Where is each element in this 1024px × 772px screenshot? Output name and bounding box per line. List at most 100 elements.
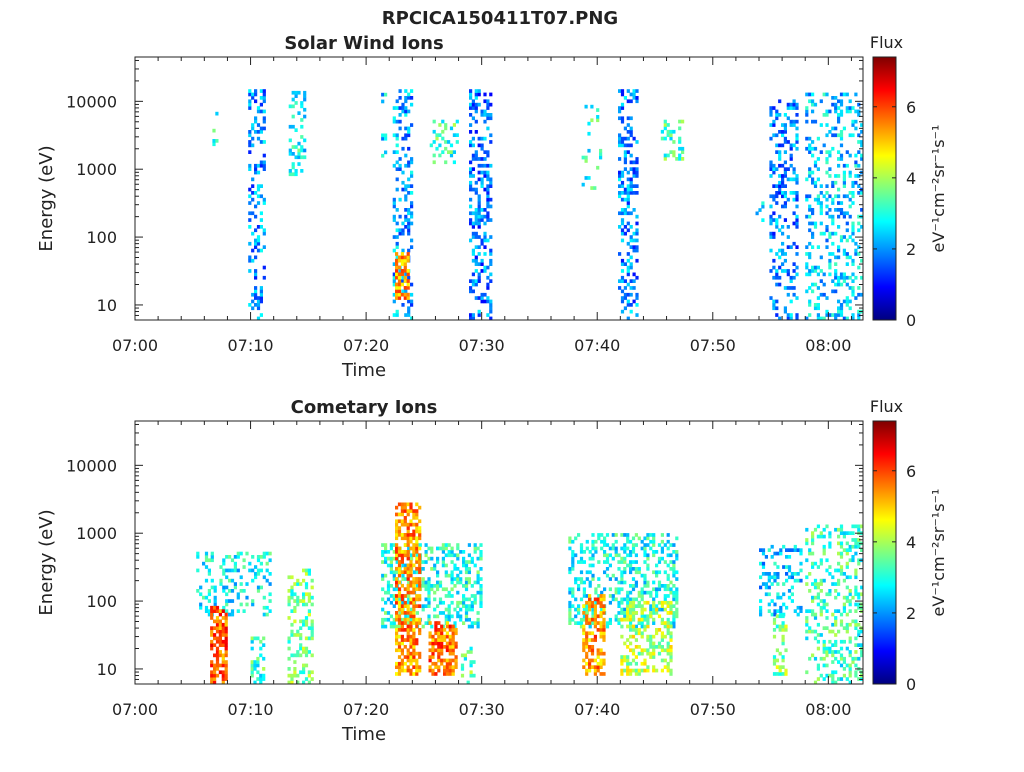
flux-cell: [401, 231, 405, 236]
flux-cell: [579, 577, 584, 581]
flux-cell: [486, 170, 490, 175]
flux-cell: [224, 619, 228, 624]
flux-cell: [431, 672, 435, 676]
flux-cell: [418, 594, 422, 598]
flux-cell: [254, 214, 258, 219]
flux-cell: [230, 612, 235, 617]
flux-cell: [655, 668, 659, 673]
flux-cell: [471, 157, 475, 161]
flux-cell: [233, 561, 237, 566]
flux-cell: [421, 580, 425, 585]
flux-cell: [256, 670, 260, 675]
flux-cell: [444, 617, 448, 622]
flux-cell: [848, 544, 852, 549]
flux-cell: [254, 89, 258, 93]
flux-cell: [672, 550, 676, 554]
flux-cell: [450, 577, 454, 581]
flux-cell: [669, 648, 673, 653]
colorbar-unit-label: eV⁻¹cm⁻²sr⁻¹s⁻¹: [929, 489, 948, 617]
flux-cell: [831, 622, 835, 627]
flux-cell: [629, 116, 633, 121]
flux-cell: [591, 607, 595, 612]
flux-cell: [842, 272, 846, 277]
flux-cell: [397, 573, 402, 578]
flux-cell: [813, 197, 818, 202]
flux-cell: [256, 306, 261, 311]
flux-cell: [629, 92, 633, 97]
flux-cell: [842, 170, 846, 175]
flux-cell: [772, 106, 776, 110]
flux-cell: [669, 672, 673, 676]
flux-cell: [842, 275, 846, 280]
flux-cell: [444, 607, 448, 612]
flux-cell: [649, 641, 653, 646]
flux-cell: [407, 248, 411, 253]
flux-cell: [825, 309, 829, 314]
flux-cell: [474, 258, 478, 263]
flux-cell: [596, 621, 600, 625]
flux-cell: [772, 634, 777, 639]
flux-cell: [808, 572, 812, 576]
flux-cell: [407, 218, 411, 222]
flux-cell: [657, 570, 662, 575]
flux-cell: [792, 143, 796, 148]
flux-cell: [660, 539, 664, 544]
flux-cell: [303, 148, 307, 153]
flux-cell: [248, 201, 252, 205]
flux-cell: [666, 665, 670, 669]
flux-cell: [293, 667, 297, 671]
flux-cell: [469, 102, 473, 107]
flux-cell: [834, 282, 838, 287]
flux-cell: [825, 673, 829, 678]
flux-cell: [825, 568, 829, 573]
flux-cell: [437, 645, 441, 649]
flux-cell: [445, 658, 449, 663]
flux-cell: [795, 225, 799, 229]
flux-cell: [428, 655, 432, 659]
flux-cell: [474, 235, 478, 239]
flux-cell: [790, 575, 794, 580]
flux-cell: [629, 279, 633, 283]
flux-cell: [825, 170, 829, 175]
flux-cell: [296, 582, 300, 586]
flux-cell: [415, 577, 419, 581]
flux-cell: [629, 187, 633, 192]
flux-cell: [851, 286, 855, 290]
flux-cell: [848, 592, 852, 597]
flux-cell: [767, 575, 771, 580]
flux-cell: [626, 221, 630, 226]
flux-cell: [660, 668, 664, 673]
flux-cell: [398, 624, 402, 629]
flux-cell: [256, 299, 261, 304]
flux-cell: [299, 643, 303, 647]
flux-cell: [455, 119, 459, 124]
flux-cell: [620, 289, 625, 294]
flux-cell: [837, 106, 841, 110]
flux-cell: [421, 624, 425, 629]
flux-cell: [789, 191, 793, 195]
flux-cell: [854, 296, 858, 300]
flux-cell: [597, 560, 601, 564]
flux-cell: [400, 665, 404, 669]
flux-cell: [854, 541, 858, 546]
flux-cell: [489, 116, 493, 121]
flux-cell: [599, 155, 603, 160]
flux-cell: [834, 313, 838, 317]
flux-cell: [293, 582, 297, 586]
flux-cell: [828, 313, 832, 317]
flux-cell: [764, 592, 768, 597]
flux-cell: [297, 90, 301, 95]
solar-wind-ions-burst-3: [381, 92, 388, 158]
flux-cell: [649, 539, 653, 544]
flux-cell: [397, 594, 402, 598]
flux-cell: [407, 313, 411, 317]
flux-cell: [640, 668, 644, 673]
flux-cell: [415, 668, 419, 673]
flux-cell: [660, 533, 664, 537]
flux-cell: [430, 546, 434, 551]
flux-cell: [474, 109, 478, 114]
flux-cell: [663, 607, 667, 612]
flux-cell: [796, 612, 800, 617]
flux-cell: [649, 638, 653, 642]
flux-cell: [392, 597, 396, 602]
